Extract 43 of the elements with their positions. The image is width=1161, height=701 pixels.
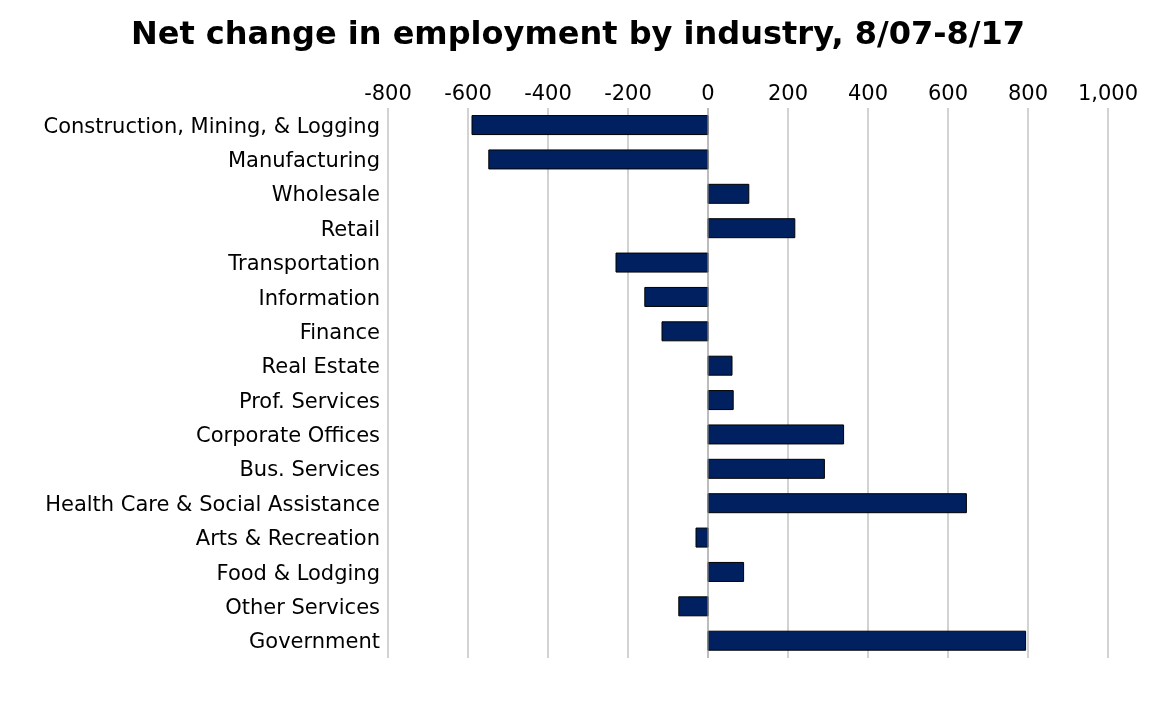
- bar: [707, 390, 734, 411]
- bar: [707, 630, 1027, 651]
- y-tick-label: Wholesale: [271, 182, 380, 207]
- x-tick-label: -400: [524, 81, 572, 105]
- y-tick-label: Retail: [320, 216, 380, 241]
- chart-title: Net change in employment by industry, 8/07-8/17: [129, 14, 1027, 52]
- x-tick-label: 600: [927, 81, 969, 105]
- bar: [615, 252, 709, 273]
- x-tick-label: -600: [444, 81, 492, 105]
- y-tick-label: Bus. Services: [239, 457, 380, 482]
- y-tick-label: Corporate Offices: [196, 423, 380, 448]
- bar: [644, 286, 709, 307]
- y-tick-label: Health Care & Social Assistance: [45, 491, 380, 516]
- x-tick-label: -800: [364, 81, 412, 105]
- bar: [695, 527, 709, 548]
- y-tick-label: Other Services: [225, 594, 380, 619]
- x-tick-label: 400: [847, 81, 889, 105]
- x-tick-label: -200: [604, 81, 652, 105]
- bar: [661, 321, 709, 342]
- x-tick-label: 0: [701, 81, 715, 105]
- bar: [488, 149, 709, 170]
- y-tick-label: Construction, Mining, & Logging: [43, 113, 380, 138]
- bar: [471, 115, 709, 136]
- bar: [707, 458, 825, 479]
- y-tick-label: Transportation: [227, 251, 380, 276]
- y-tick-label: Arts & Recreation: [195, 526, 380, 551]
- y-tick-label: Government: [249, 629, 380, 654]
- bar: [707, 493, 967, 514]
- y-tick-label: Prof. Services: [238, 388, 380, 413]
- y-tick-label: Finance: [299, 319, 380, 344]
- x-tick-label: 200: [767, 81, 809, 105]
- y-tick-label: Real Estate: [261, 354, 380, 379]
- x-tick-label: 1,000: [1077, 81, 1139, 105]
- bar: [707, 183, 750, 204]
- y-tick-label: Information: [258, 285, 380, 310]
- bar: [707, 218, 796, 239]
- bar: [707, 561, 745, 582]
- x-tick-label: 800: [1007, 81, 1049, 105]
- bar: [707, 355, 733, 376]
- bar: [678, 596, 709, 617]
- y-tick-label: Food & Lodging: [216, 560, 380, 585]
- y-tick-label: Manufacturing: [227, 148, 380, 173]
- bar: [707, 424, 845, 445]
